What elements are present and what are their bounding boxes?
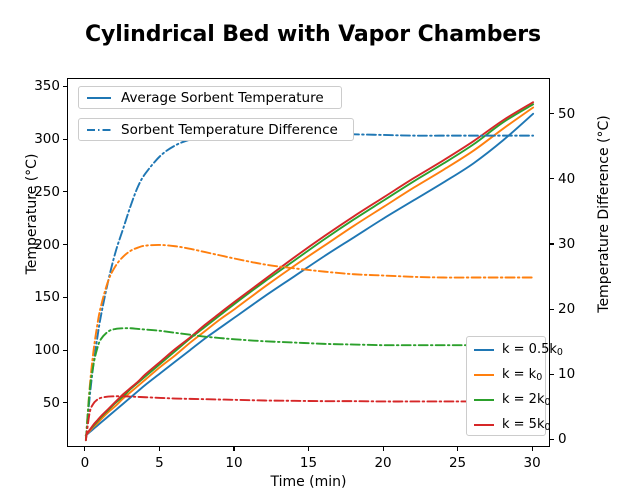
y-tick-mark-right xyxy=(550,113,554,115)
legend-item: k = 0.5k0 xyxy=(467,337,563,362)
y-tick-mark-left xyxy=(63,296,67,298)
x-tick-mark xyxy=(158,447,161,451)
chart-line xyxy=(84,112,535,437)
chart-line xyxy=(84,395,535,442)
legend-item-label: k = 2k0 xyxy=(502,392,551,408)
x-tick-label: 0 xyxy=(80,455,90,471)
y-tick-mark-right xyxy=(550,243,554,245)
x-tick-mark xyxy=(382,447,384,451)
legend-label-difference: Sorbent Temperature Difference xyxy=(121,121,338,138)
y-tick-mark-left xyxy=(63,191,67,193)
legend-line-icon xyxy=(474,398,494,401)
legend-label-average: Average Sorbent Temperature xyxy=(121,89,324,106)
legend-item: k = k0 xyxy=(467,362,545,387)
y-tick-mark-left xyxy=(63,138,67,140)
chart-line xyxy=(84,106,535,437)
y-tick-label-right: 50 xyxy=(558,105,576,122)
y-tick-label-right: 20 xyxy=(558,301,576,318)
y-tick-label-left: 100 xyxy=(34,342,60,358)
x-tick-label: 5 xyxy=(155,455,164,471)
y-tick-mark-left xyxy=(63,244,67,246)
legend-line-solid-icon xyxy=(87,96,111,99)
x-axis-label: Time (min) xyxy=(270,474,347,490)
y-tick-label-right: 30 xyxy=(558,235,576,252)
y-tick-label-left: 300 xyxy=(34,131,60,148)
x-tick-label: 10 xyxy=(225,455,243,471)
legend-item: k = 5k0 xyxy=(467,412,551,437)
legend-item-label: k = 0.5k0 xyxy=(502,342,563,358)
chart-line xyxy=(84,327,535,442)
y-tick-mark-right xyxy=(550,438,554,440)
y-tick-mark-right xyxy=(550,308,554,310)
y-tick-label-right: 10 xyxy=(558,366,576,383)
y-axis-label-left: Temperature (°C) xyxy=(24,153,40,275)
x-tick-label: 15 xyxy=(299,455,318,471)
legend-conductivity-series: k = 0.5k0 k = k0 k = 2k0 k = 5k0 xyxy=(466,336,563,437)
y-tick-label-right: 0 xyxy=(558,431,567,448)
legend-line-icon xyxy=(474,348,494,351)
y-tick-label-left: 350 xyxy=(34,78,60,95)
x-tick-mark xyxy=(84,447,86,451)
y-tick-mark-right xyxy=(550,178,554,180)
x-tick-label: 20 xyxy=(374,455,392,471)
y-tick-label-left: 50 xyxy=(42,394,60,411)
legend-line-dashdot-icon xyxy=(87,128,111,131)
y-tick-label-left: 150 xyxy=(34,289,60,306)
x-tick-mark xyxy=(233,447,235,451)
page-title: Cylindrical Bed with Vapor Chambers xyxy=(85,22,541,47)
y-tick-mark-left xyxy=(63,349,67,351)
x-tick-mark xyxy=(531,447,533,451)
y-tick-label-left: 250 xyxy=(34,183,60,200)
legend-item-label: k = 5k0 xyxy=(502,417,551,433)
legend-line-icon xyxy=(474,423,494,426)
chart-line xyxy=(84,101,535,437)
y-axis-label-right: Temperature Difference (°C) xyxy=(596,115,612,313)
x-tick-label: 25 xyxy=(448,455,467,471)
chart-line xyxy=(84,243,535,442)
x-tick-label: 30 xyxy=(523,455,541,471)
x-tick-mark xyxy=(457,447,459,451)
y-tick-label-right: 40 xyxy=(558,170,576,187)
y-tick-mark-left xyxy=(63,402,67,404)
x-tick-mark xyxy=(308,447,310,451)
y-tick-label-left: 200 xyxy=(34,236,60,253)
legend-item: k = 2k0 xyxy=(467,387,551,412)
legend-temperature-difference: Sorbent Temperature Difference xyxy=(78,118,354,141)
legend-line-icon xyxy=(474,373,494,376)
legend-item-label: k = k0 xyxy=(502,367,543,383)
y-tick-mark-right xyxy=(550,373,554,375)
y-tick-mark-left xyxy=(63,85,67,88)
legend-average-temperature: Average Sorbent Temperature xyxy=(78,86,342,109)
